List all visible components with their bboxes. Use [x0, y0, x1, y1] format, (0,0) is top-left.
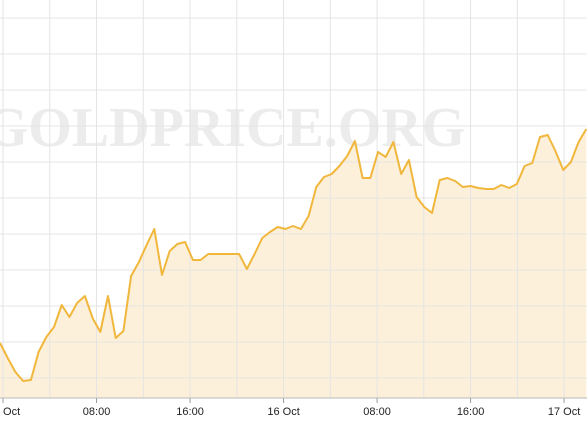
- x-tick-label: 16:00: [457, 406, 485, 418]
- x-tick-label: 08:00: [363, 406, 391, 418]
- x-tick-label: 16:00: [176, 406, 204, 418]
- x-tick-label: 17 Oct: [548, 406, 580, 418]
- x-tick-label: Oct: [3, 406, 20, 418]
- price-line: [0, 128, 587, 382]
- x-tick-label: 16 Oct: [267, 406, 299, 418]
- x-tick-label: 08:00: [83, 406, 111, 418]
- watermark: GOLDPRICE.ORG: [0, 97, 465, 159]
- area-fill: [0, 129, 587, 398]
